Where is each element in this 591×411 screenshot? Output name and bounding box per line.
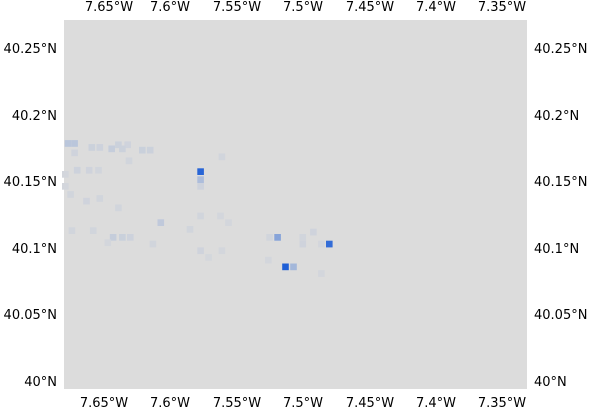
left-lat-label: 40.25°N xyxy=(4,42,57,57)
bottom-lon-label: 7.45°W xyxy=(346,396,394,411)
left-lat-label: 40.15°N xyxy=(4,175,57,190)
density-cell xyxy=(299,240,307,248)
map-background xyxy=(64,20,527,389)
density-cell xyxy=(71,149,78,157)
density-cell xyxy=(186,226,194,233)
top-lon-label: 7.5°W xyxy=(283,0,323,15)
density-cell xyxy=(290,263,297,271)
density-cell xyxy=(89,227,97,234)
left-lat-label: 40.2°N xyxy=(12,109,57,124)
density-cell xyxy=(62,171,69,178)
density-cell xyxy=(149,240,157,248)
density-cell xyxy=(218,247,226,255)
density-cell xyxy=(266,234,273,241)
density-cell xyxy=(197,168,204,175)
density-cell xyxy=(318,270,325,277)
top-lon-label: 7.55°W xyxy=(213,0,261,15)
density-cell xyxy=(68,227,76,234)
density-cell xyxy=(124,141,131,149)
right-lat-label: 40.25°N xyxy=(534,42,587,57)
top-lon-label: 7.4°W xyxy=(416,0,456,15)
density-cell xyxy=(265,256,272,264)
density-cells-layer xyxy=(62,140,333,277)
density-cell xyxy=(282,263,289,271)
density-cell xyxy=(115,204,122,212)
density-cell xyxy=(115,141,122,149)
right-lat-label: 40°N xyxy=(534,375,567,390)
density-cell xyxy=(205,254,212,261)
density-cell xyxy=(64,140,72,147)
density-cell xyxy=(157,219,165,226)
density-cell xyxy=(125,157,133,165)
bottom-longitude-labels: 7.65°W 7.6°W 7.55°W 7.5°W 7.45°W 7.4°W 7… xyxy=(80,396,526,411)
density-cell xyxy=(95,166,102,174)
density-cell xyxy=(85,166,93,174)
density-cell xyxy=(218,153,226,161)
right-latitude-labels: 40.25°N 40.2°N 40.15°N 40.1°N 40.05°N 40… xyxy=(534,42,587,390)
top-lon-label: 7.35°W xyxy=(478,0,526,15)
density-cell xyxy=(326,240,333,248)
bottom-lon-label: 7.65°W xyxy=(80,396,128,411)
density-cell xyxy=(119,234,126,241)
left-lat-label: 40.05°N xyxy=(4,308,57,323)
density-cell xyxy=(83,197,90,205)
density-cell xyxy=(108,145,115,153)
density-cell xyxy=(217,212,224,220)
left-lat-label: 40°N xyxy=(24,375,57,390)
density-cell xyxy=(119,145,126,153)
density-cell xyxy=(127,234,134,241)
density-cell xyxy=(71,140,78,147)
top-lon-label: 7.45°W xyxy=(346,0,394,15)
right-lat-label: 40.1°N xyxy=(534,242,579,257)
density-cell xyxy=(96,195,104,202)
bottom-lon-label: 7.4°W xyxy=(416,396,456,411)
density-cell xyxy=(109,234,117,241)
density-cell xyxy=(310,228,317,236)
bottom-lon-label: 7.5°W xyxy=(283,396,323,411)
top-lon-label: 7.65°W xyxy=(85,0,133,15)
density-cell xyxy=(146,146,154,154)
density-cell xyxy=(197,212,204,220)
density-cell xyxy=(197,176,204,183)
bottom-lon-label: 7.35°W xyxy=(478,396,526,411)
density-cell xyxy=(96,144,104,151)
bottom-lon-label: 7.6°W xyxy=(150,396,190,411)
density-cell xyxy=(104,239,112,247)
density-cell xyxy=(197,247,204,255)
density-cell xyxy=(73,166,81,174)
left-lat-label: 40.1°N xyxy=(12,242,57,257)
right-lat-label: 40.15°N xyxy=(534,175,587,190)
density-cell xyxy=(318,240,325,248)
bottom-lon-label: 7.55°W xyxy=(213,396,261,411)
density-cell xyxy=(225,219,232,226)
density-cell xyxy=(67,191,74,198)
top-longitude-labels: 7.65°W 7.6°W 7.55°W 7.5°W 7.45°W 7.4°W 7… xyxy=(85,0,526,15)
left-latitude-labels: 40.25°N 40.2°N 40.15°N 40.1°N 40.05°N 40… xyxy=(4,42,57,390)
density-cell xyxy=(197,183,204,190)
density-cell xyxy=(62,183,69,190)
density-cell xyxy=(274,234,281,241)
density-cell xyxy=(88,144,96,151)
right-lat-label: 40.05°N xyxy=(534,308,587,323)
top-lon-label: 7.6°W xyxy=(150,0,190,15)
density-cell xyxy=(139,146,146,154)
right-lat-label: 40.2°N xyxy=(534,109,579,124)
density-cell xyxy=(299,234,307,241)
